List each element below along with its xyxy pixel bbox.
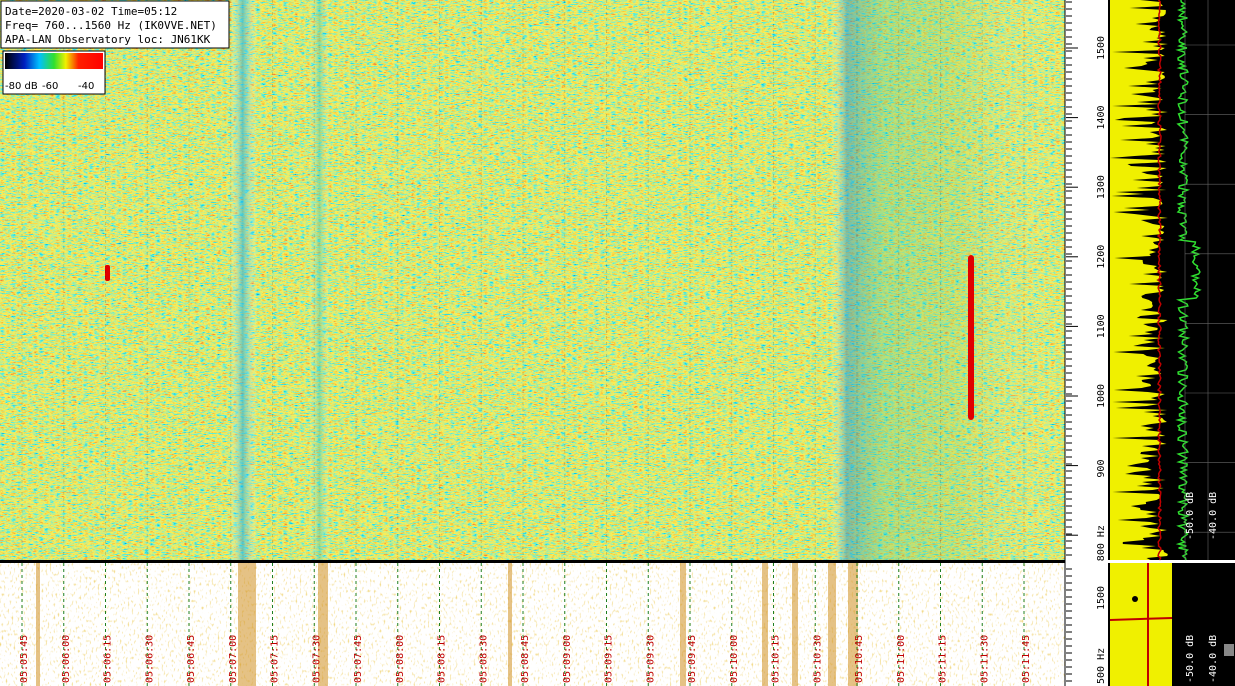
- time-label: 05:06:30: [144, 635, 155, 683]
- frequency-label: 1200: [1096, 245, 1107, 269]
- meteor-trace: [105, 265, 110, 281]
- mini-axis-label: 500 Hz: [1096, 648, 1107, 684]
- db-label: -50.0 dB: [1185, 492, 1196, 540]
- frequency-label: 900: [1096, 460, 1107, 478]
- time-label: 05:10:15: [771, 635, 782, 683]
- time-grid: 05:05:45 05:06:00 05:06:15 05:06:30 05:06:45…: [19, 0, 1032, 686]
- color-bar: [5, 53, 103, 69]
- streak: [508, 563, 512, 686]
- header-line: Date=2020-03-02 Time=05:12: [5, 5, 177, 18]
- header-line: Freq= 760...1560 Hz (IK0VVE.NET): [5, 19, 217, 32]
- color-scale-label: -40: [78, 81, 94, 92]
- time-label: 05:06:00: [61, 635, 72, 683]
- streak: [680, 563, 686, 686]
- streaks: [36, 563, 858, 686]
- bottom-noise: [0, 563, 1065, 686]
- time-label: 05:07:15: [270, 635, 281, 683]
- db-label: -50.0 dB: [1185, 635, 1196, 683]
- frequency-label: 800 Hz: [1096, 525, 1107, 561]
- mini-trace: [1109, 617, 1173, 621]
- spectrum-fill: [1110, 0, 1168, 560]
- db-label: -40.0 dB: [1208, 492, 1219, 540]
- frequency-label: 1000: [1096, 384, 1107, 408]
- frequency-label: 1400: [1096, 106, 1107, 130]
- time-label: 05:09:15: [604, 635, 615, 683]
- time-label: 05:09:45: [687, 635, 698, 683]
- time-label: 05:09:00: [562, 635, 573, 683]
- time-label: 05:08:15: [437, 635, 448, 683]
- time-label: 05:08:45: [520, 635, 531, 683]
- time-label: 05:06:15: [103, 635, 114, 683]
- scroll-box: [1224, 644, 1234, 656]
- streak: [762, 563, 768, 686]
- frequency-label: 1100: [1096, 314, 1107, 338]
- meteor-trace: [968, 255, 974, 420]
- time-label: 05:10:30: [812, 635, 823, 683]
- time-label: 05:11:15: [938, 635, 949, 683]
- time-label: 05:07:30: [311, 635, 322, 683]
- time-label: 05:11:45: [1021, 635, 1032, 683]
- color-scale-label: -60: [42, 81, 58, 92]
- frequency-ticks: 1500 1400 1300 1200 1100 1000 900 800 Hz: [1066, 1, 1107, 682]
- streak: [848, 563, 858, 686]
- streak: [318, 563, 328, 686]
- db-label: -40.0 dB: [1208, 635, 1219, 683]
- spectrum-avg: [1156, 0, 1163, 561]
- time-label: 05:10:45: [854, 635, 865, 683]
- marker: [1132, 596, 1138, 602]
- info-box: [0, 0, 230, 49]
- streak: [238, 563, 256, 686]
- mini-spectrum-fill: [1110, 563, 1172, 686]
- spectrum-graph: [1110, 0, 1235, 561]
- time-label: 05:09:30: [645, 635, 656, 683]
- time-label: 05:07:45: [353, 635, 364, 683]
- color-scale-label: -80 dB: [5, 81, 38, 92]
- header-line: APA-LAN Observatory loc: JN61KK: [5, 33, 211, 46]
- frequency-axis: [1065, 0, 1108, 686]
- streak: [792, 563, 798, 686]
- frequency-label: 1300: [1096, 175, 1107, 199]
- time-label: 05:08:00: [395, 635, 406, 683]
- streak: [828, 563, 836, 686]
- waterfall-bands: [0, 0, 1065, 560]
- time-label: 05:10:00: [729, 635, 740, 683]
- mini-axis-label: 1500: [1096, 586, 1107, 610]
- streak: [36, 563, 40, 686]
- time-label: 05:11:30: [979, 635, 990, 683]
- time-label: 05:08:30: [478, 635, 489, 683]
- time-label: 05:06:45: [186, 635, 197, 683]
- time-label: 05:11:00: [896, 635, 907, 683]
- separator: [0, 560, 1065, 563]
- time-label: 05:07:00: [228, 635, 239, 683]
- frequency-label: 1500: [1096, 36, 1107, 60]
- time-label: 05:05:45: [19, 635, 30, 683]
